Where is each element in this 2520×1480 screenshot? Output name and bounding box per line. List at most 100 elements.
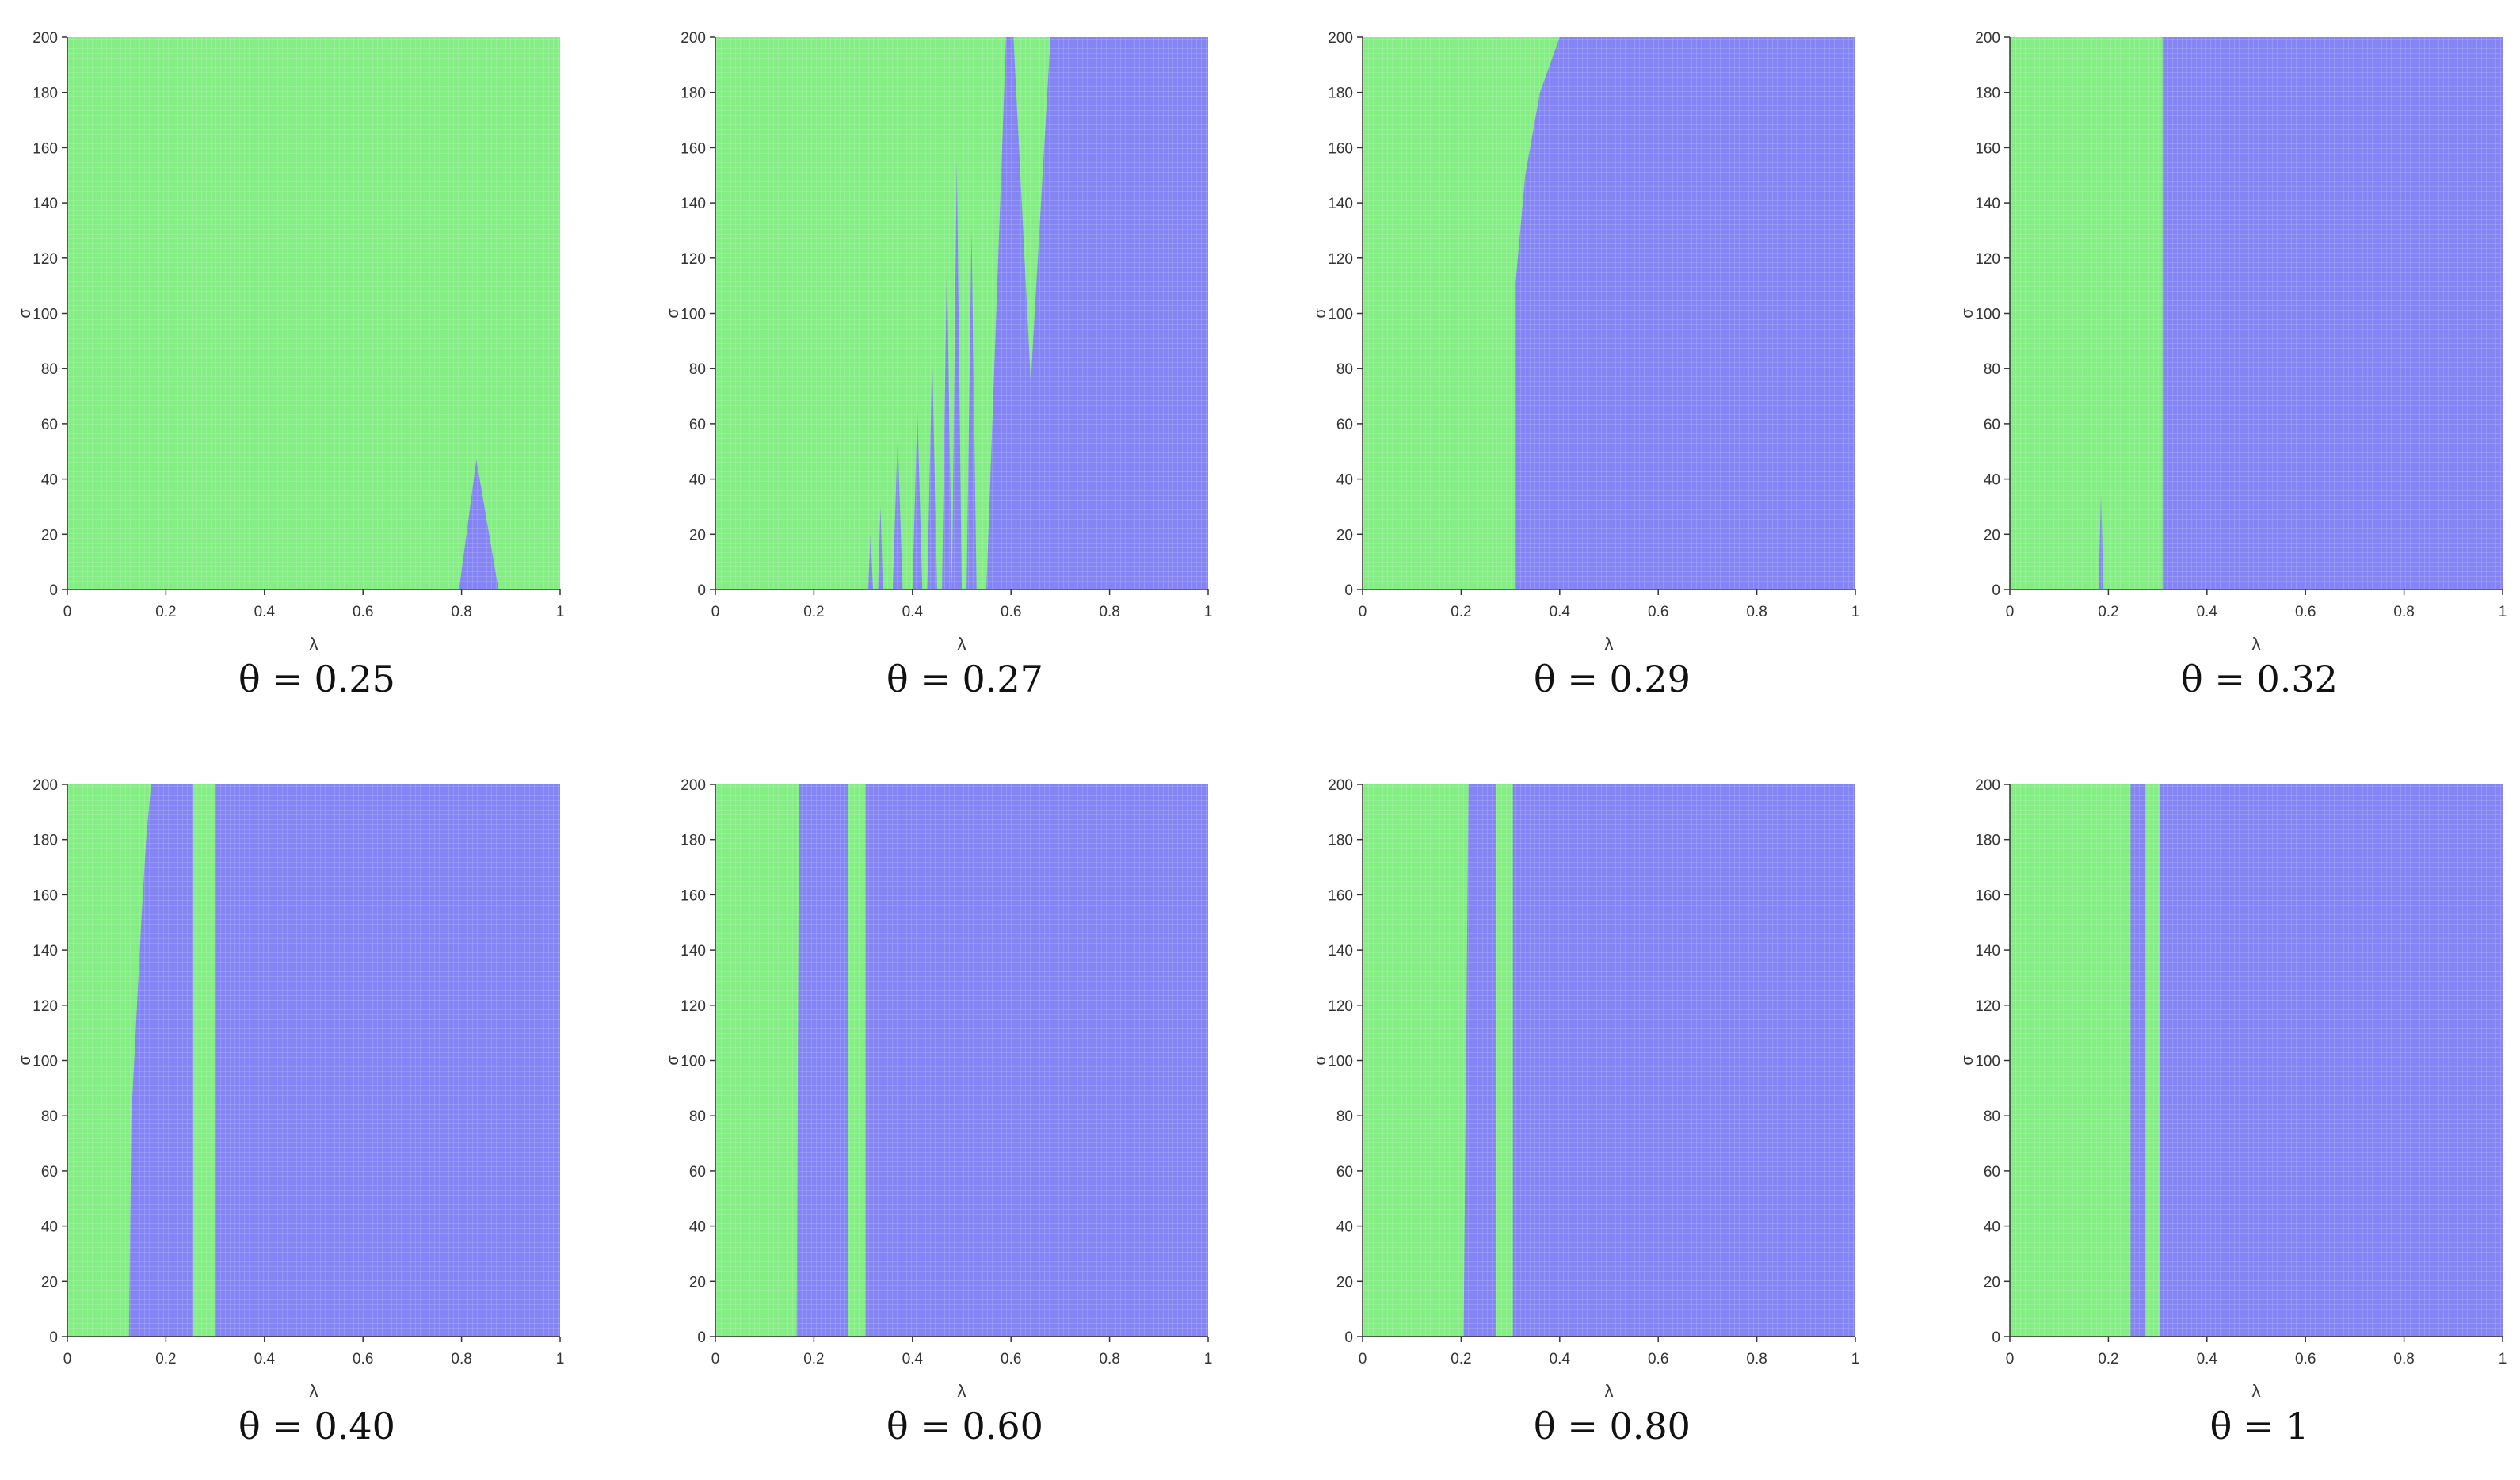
y-tick-label: 140	[1975, 196, 2000, 212]
y-tick-label: 200	[681, 30, 706, 47]
y-tick-label: 180	[32, 86, 58, 102]
y-tick-label: 180	[1975, 833, 2000, 849]
x-tick-label: 0.6	[1001, 1351, 1021, 1367]
y-tick-label: 100	[1975, 1054, 2000, 1070]
y-tick-label: 140	[1328, 943, 1353, 959]
panel-title: θ = 0.25	[238, 658, 395, 700]
heatmap-panel: 0 0.2 0.4 0.6 0.8 1 0 20 40 60 80 100 120 140 160 180 20…	[1958, 20, 2520, 733]
x-tick-label: 0.4	[1550, 604, 1571, 620]
x-tick-label: 0.6	[353, 1351, 373, 1367]
y-tick-label: 40	[689, 1219, 706, 1236]
y-tick-label: 200	[1328, 777, 1353, 794]
x-tick-label: 0	[711, 1351, 720, 1367]
y-tick-label: 120	[681, 251, 706, 268]
x-tick-label: 0.4	[2197, 1351, 2218, 1367]
y-tick-label: 40	[1336, 472, 1353, 489]
y-tick-label: 100	[32, 307, 58, 323]
x-tick-label: 0.8	[1099, 604, 1119, 620]
x-axis-label: λ	[310, 1381, 318, 1401]
x-tick-label: 0.6	[1648, 1351, 1668, 1367]
y-tick-label: 60	[41, 1164, 58, 1181]
panel-title: θ = 0.29	[1534, 658, 1691, 700]
y-tick-label: 80	[689, 1108, 706, 1125]
x-tick-label: 0.2	[2098, 1351, 2118, 1367]
x-tick-label: 0.4	[902, 604, 924, 620]
heatmap-panel: 0 0.2 0.4 0.6 0.8 1 0 20 40 60 80 100 120 140 160 180 20…	[1958, 767, 2520, 1480]
y-axis-label: σ	[665, 1055, 682, 1066]
x-tick-label: 0.6	[2295, 1351, 2316, 1367]
y-tick-label: 200	[1975, 30, 2000, 47]
x-axis-label: λ	[2252, 1381, 2261, 1401]
y-tick-label: 160	[1328, 887, 1353, 904]
y-tick-label: 80	[1336, 361, 1353, 378]
heatmap-svg: 0 0.2 0.4 0.6 0.8 1 0 20 40 60 80 100 120 140 160 180 20…	[665, 30, 1212, 654]
grid-overlay	[715, 37, 1208, 589]
y-tick-label: 60	[1984, 417, 2000, 433]
y-tick-label: 40	[1984, 472, 2000, 489]
y-tick-label: 100	[1328, 1054, 1353, 1070]
y-tick-label: 200	[1328, 30, 1353, 47]
y-axis-label: σ	[17, 1055, 34, 1066]
y-axis-label: σ	[17, 308, 34, 319]
y-tick-label: 20	[1984, 1274, 2000, 1291]
y-tick-label: 120	[1975, 998, 2000, 1015]
x-tick-label: 1	[1851, 604, 1860, 620]
x-tick-label: 0.2	[155, 1351, 176, 1367]
heatmap-svg: 0 0.2 0.4 0.6 0.8 1 0 20 40 60 80 100 120 140 160 180 20…	[17, 777, 564, 1401]
grid-overlay	[67, 37, 560, 589]
x-tick-label: 0	[2006, 1351, 2015, 1367]
x-tick-label: 0	[63, 1351, 72, 1367]
y-tick-label: 60	[1336, 1164, 1353, 1181]
y-tick-label: 200	[32, 777, 58, 794]
x-tick-label: 0.2	[155, 604, 176, 620]
x-tick-label: 0.8	[2393, 1351, 2414, 1367]
y-tick-label: 180	[681, 833, 706, 849]
x-axis-label: λ	[958, 1381, 966, 1401]
panel-title: θ = 0.80	[1534, 1405, 1691, 1448]
heatmap-panel: 0 0.2 0.4 0.6 0.8 1 0 20 40 60 80 100 120 140 160 180 20…	[16, 20, 618, 733]
x-tick-label: 0.8	[1746, 604, 1767, 620]
y-tick-label: 180	[1328, 833, 1353, 849]
y-tick-label: 60	[689, 1164, 706, 1181]
x-tick-label: 0.4	[1550, 1351, 1571, 1367]
x-axis-label: λ	[1605, 634, 1614, 654]
y-tick-label: 20	[689, 527, 706, 544]
y-tick-label: 80	[1984, 361, 2000, 378]
grid-overlay	[2010, 784, 2503, 1337]
grid-overlay	[715, 784, 1208, 1337]
y-tick-label: 180	[1328, 86, 1353, 102]
y-tick-label: 140	[1328, 196, 1353, 212]
panel-title: θ = 0.32	[2181, 658, 2338, 700]
y-tick-label: 40	[1336, 1219, 1353, 1236]
x-tick-label: 1	[1204, 1351, 1213, 1367]
x-tick-label: 0.8	[2393, 604, 2414, 620]
y-axis-label: σ	[1959, 308, 1977, 319]
x-tick-label: 0.2	[803, 1351, 824, 1367]
y-tick-label: 180	[32, 833, 58, 849]
y-tick-label: 60	[1984, 1164, 2000, 1181]
x-tick-label: 0.6	[353, 604, 373, 620]
y-tick-label: 120	[1328, 998, 1353, 1015]
y-tick-label: 180	[1975, 86, 2000, 102]
x-tick-label: 1	[2499, 1351, 2507, 1367]
y-tick-label: 140	[32, 943, 58, 959]
x-tick-label: 0.2	[1451, 1351, 1471, 1367]
y-axis-label: σ	[1312, 308, 1329, 319]
panel-title: θ = 1	[2209, 1405, 2309, 1448]
y-tick-label: 60	[41, 417, 58, 433]
x-tick-label: 0.2	[803, 604, 824, 620]
x-axis-label: λ	[2252, 634, 2261, 654]
x-axis-label: λ	[958, 634, 966, 654]
y-tick-label: 200	[1975, 777, 2000, 794]
x-tick-label: 0	[1359, 1351, 1367, 1367]
x-tick-label: 0.8	[1746, 1351, 1767, 1367]
y-tick-label: 160	[32, 140, 58, 157]
y-tick-label: 60	[689, 417, 706, 433]
y-tick-label: 0	[49, 1329, 58, 1346]
y-tick-label: 140	[681, 943, 706, 959]
x-tick-label: 1	[1851, 1351, 1860, 1367]
y-tick-label: 200	[681, 777, 706, 794]
y-tick-label: 0	[1992, 1329, 2000, 1346]
y-tick-label: 80	[689, 361, 706, 378]
